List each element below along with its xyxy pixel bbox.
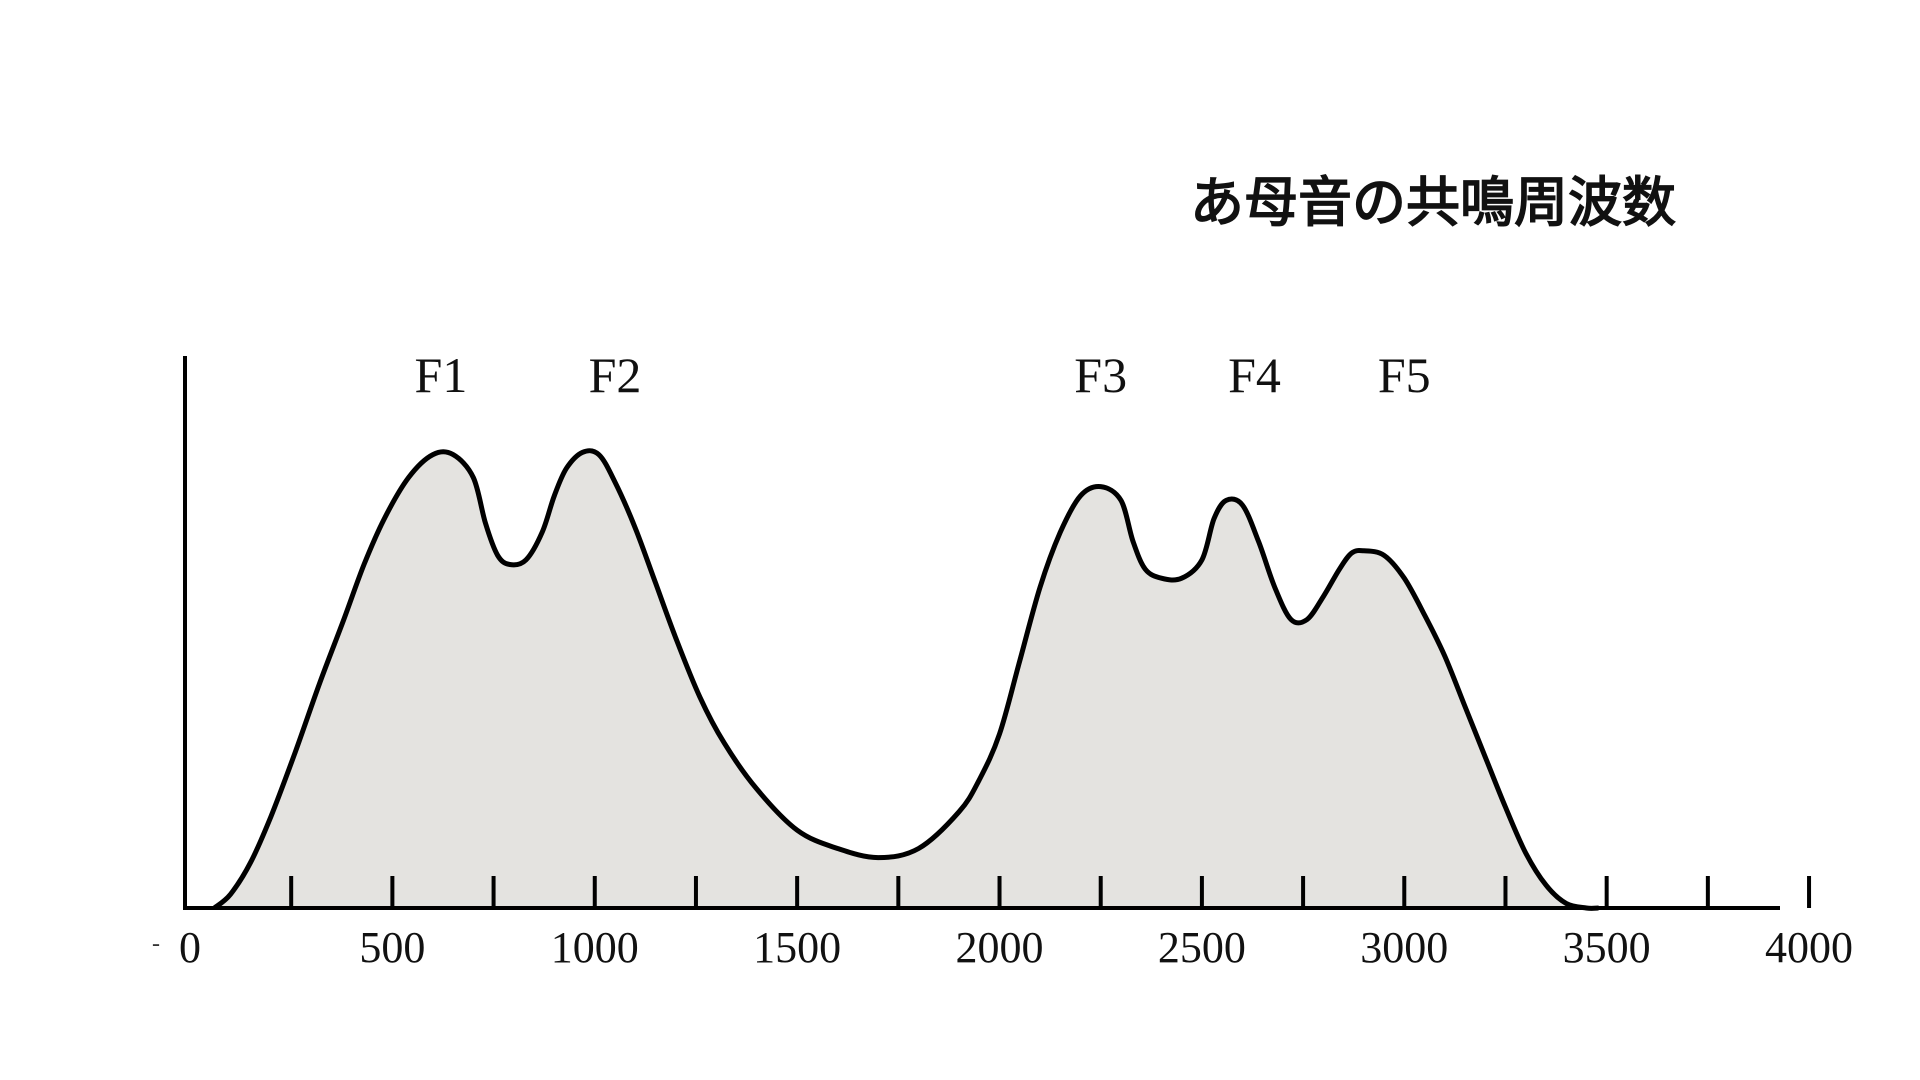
- formant-label-f2: F2: [589, 347, 642, 403]
- chart-title: あ母音の共鳴周波数: [1190, 171, 1676, 234]
- x-tick-label-3000: 3000: [1360, 923, 1448, 972]
- x-tick-label-2500: 2500: [1158, 923, 1246, 972]
- x-tick-label-4000: 4000: [1765, 923, 1853, 972]
- x-tick-label-3500: 3500: [1563, 923, 1651, 972]
- x-tick-label-1500: 1500: [753, 923, 841, 972]
- axis-origin-mark: -: [152, 931, 160, 957]
- x-tick-label-0: 0: [179, 923, 201, 972]
- formant-label-f4: F4: [1228, 347, 1281, 403]
- x-tick-label-500: 500: [359, 923, 425, 972]
- x-tick-label-2000: 2000: [956, 923, 1044, 972]
- spectrum-area-fill: [214, 450, 1599, 909]
- spectrum-curve-line: [212, 448, 1599, 911]
- formant-label-f3: F3: [1074, 347, 1127, 403]
- formant-label-f5: F5: [1378, 347, 1431, 403]
- formant-label-f1: F1: [415, 347, 468, 403]
- x-tick-label-1000: 1000: [551, 923, 639, 972]
